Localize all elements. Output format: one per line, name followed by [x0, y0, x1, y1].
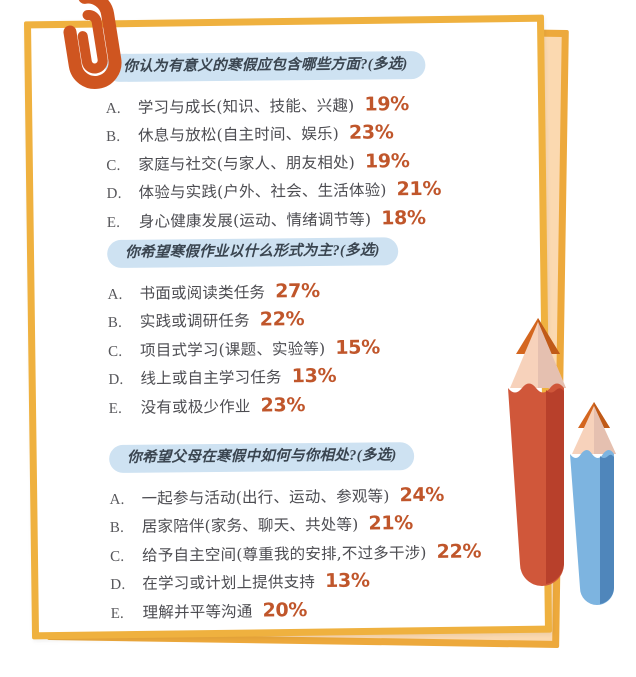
option-letter: D. [106, 186, 122, 203]
option-label: 书面或阅读类任务 [139, 283, 266, 303]
option-percent: 13% [324, 569, 370, 593]
option-row[interactable]: A. 学习与成长(知识、技能、兴趣) 19% [106, 90, 636, 117]
option-percent: 24% [399, 483, 445, 506]
option-label: 居家陪伴(家务、聊天、共处等) [141, 515, 359, 536]
option-letter: B. [109, 520, 125, 537]
option-label: 身心健康发展(运动、情绪调节等) [138, 210, 372, 231]
option-label: 家庭与社交(与家人、朋友相处) [138, 153, 356, 174]
option-label: 体验与实践(户外、社会、生活体验) [138, 181, 387, 202]
pencils-decoration [508, 318, 616, 605]
option-letter: E. [110, 605, 125, 622]
question-block-1: 你认为有意义的寒假应包含哪些方面?(多选) A. 学习与成长(知识、技能、兴趣)… [105, 49, 636, 239]
option-percent: 15% [335, 336, 380, 359]
pencil-small-icon [570, 402, 616, 605]
option-letter: D. [108, 372, 124, 389]
option-letter: B. [105, 129, 121, 146]
option-percent: 23% [348, 121, 394, 144]
option-letter: C. [108, 343, 123, 360]
option-label: 没有或极少作业 [140, 397, 251, 417]
option-percent: 23% [260, 393, 306, 417]
option-letter: A. [109, 491, 125, 508]
option-percent: 18% [381, 206, 426, 230]
option-label: 学习与成长(知识、技能、兴趣) [137, 96, 355, 117]
option-letter: C. [106, 157, 121, 174]
paperclip-icon [63, 0, 122, 89]
option-label: 一起参与活动(出行、运动、参观等) [141, 486, 390, 508]
option-label: 理解并平等沟通 [142, 602, 253, 622]
question-title-3: 你希望父母在寒假中如何与你相处?(多选) [109, 442, 415, 473]
option-letter: E. [106, 214, 121, 231]
option-row[interactable]: D. 体验与实践(户外、社会、生活体验) 21% [106, 176, 636, 203]
question-title-1: 你认为有意义的寒假应包含哪些方面?(多选) [105, 50, 426, 82]
option-label: 休息与放松(自主时间、娱乐) [137, 124, 340, 145]
pencil-large-icon [508, 318, 566, 586]
option-percent: 21% [368, 512, 414, 535]
options-list-1: A. 学习与成长(知识、技能、兴趣) 19% B. 休息与放松(自主时间、娱乐)… [106, 90, 636, 231]
option-percent: 20% [262, 598, 308, 622]
option-letter: A. [105, 100, 121, 117]
option-label: 项目式学习(课题、实验等) [140, 339, 326, 360]
option-percent: 19% [364, 92, 410, 116]
option-letter: E. [108, 400, 123, 417]
option-row[interactable]: E. 身心健康发展(运动、情绪调节等) 18% [107, 204, 636, 231]
option-letter: D. [110, 577, 126, 594]
option-letter: C. [110, 548, 125, 565]
option-percent: 13% [291, 364, 337, 388]
option-row[interactable]: A. 书面或阅读类任务 27% [107, 276, 636, 303]
option-label: 实践或调研任务 [139, 311, 250, 331]
option-percent: 27% [275, 279, 320, 303]
question-title-2: 你希望寒假作业以什么形式为主?(多选) [107, 237, 398, 268]
option-row[interactable]: B. 休息与放松(自主时间、娱乐) 23% [106, 119, 636, 146]
option-label: 线上或自主学习任务 [140, 368, 282, 388]
option-letter: A. [107, 286, 123, 303]
option-percent: 22% [259, 308, 305, 331]
option-label: 在学习或计划上提供支持 [142, 573, 316, 593]
option-letter: B. [107, 315, 123, 332]
option-row[interactable]: C. 家庭与社交(与家人、朋友相处) 19% [106, 147, 636, 174]
option-percent: 19% [364, 149, 410, 173]
option-label: 给予自主空间(尊重我的安排,不过多干涉) [142, 543, 427, 565]
option-percent: 21% [396, 177, 442, 201]
option-percent: 22% [436, 540, 482, 563]
